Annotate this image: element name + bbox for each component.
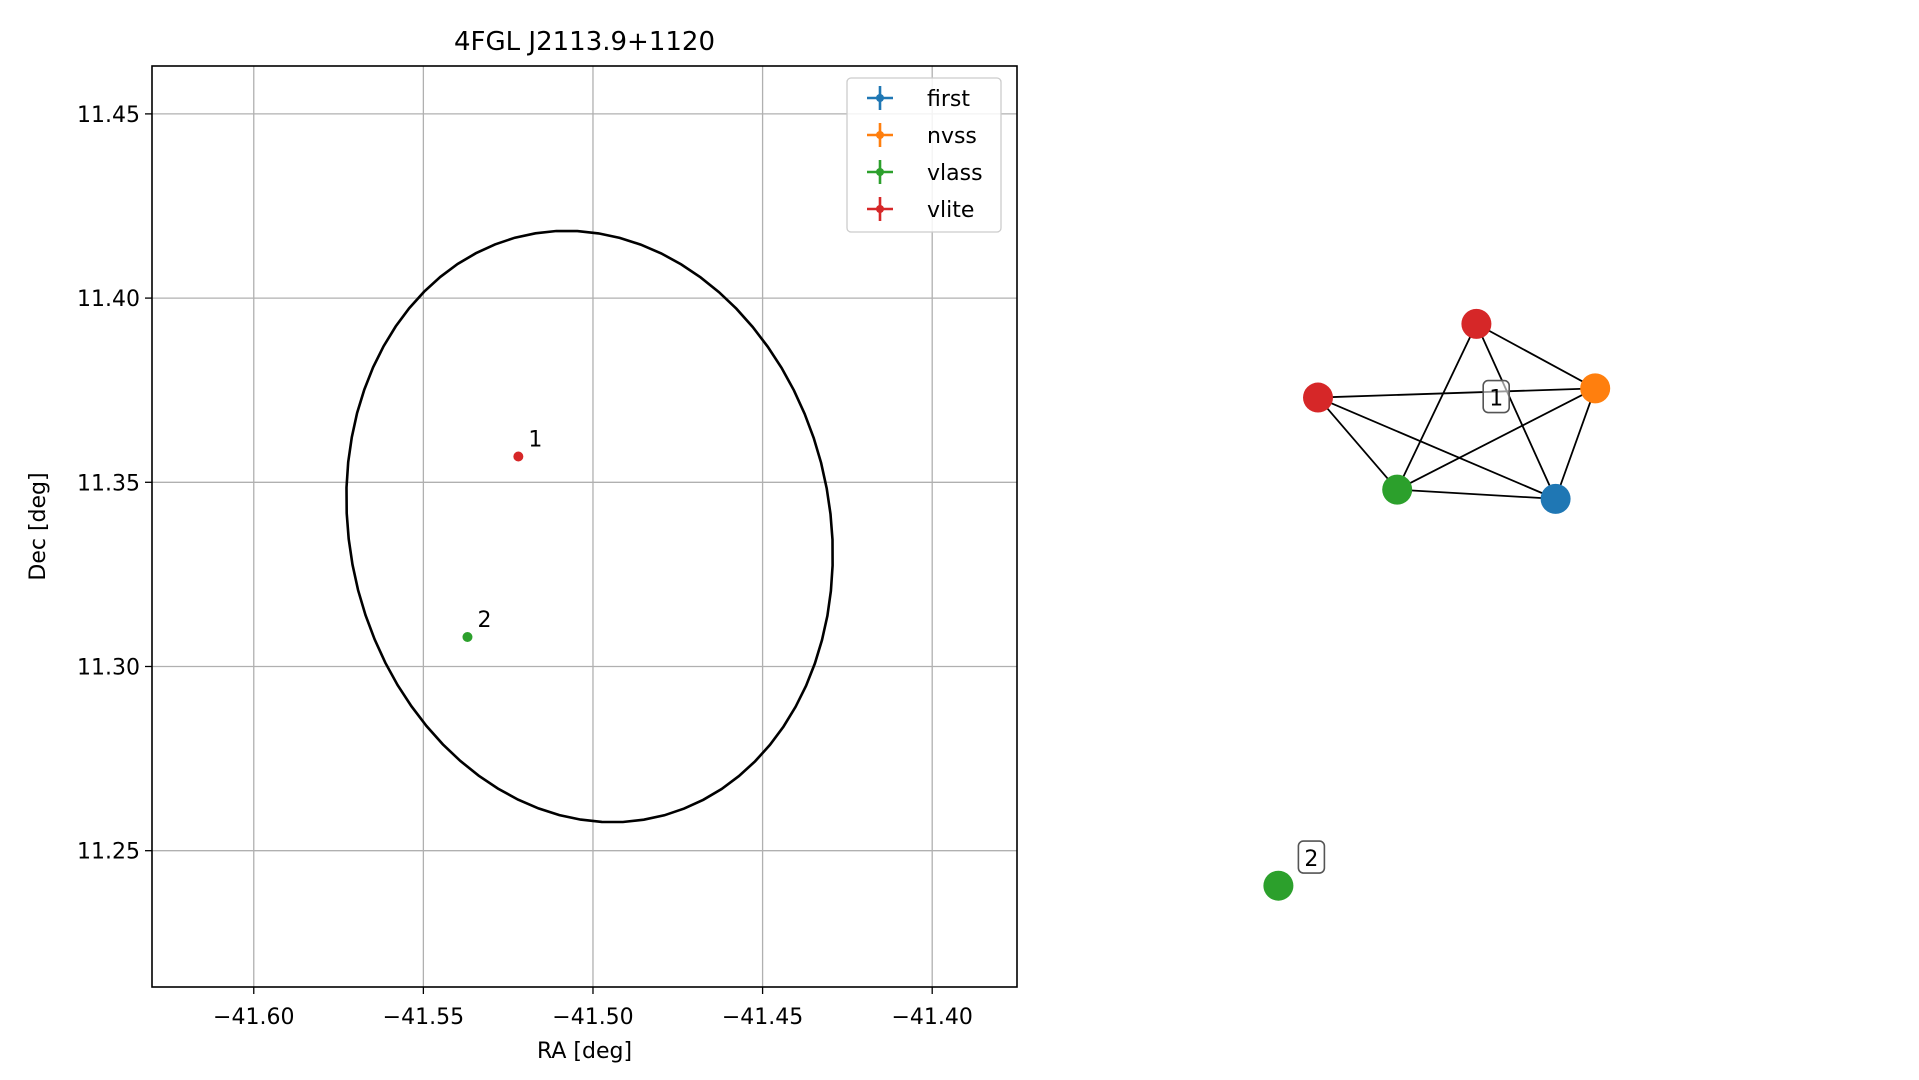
legend-label-first: first — [927, 87, 970, 112]
graph-node-red-top — [1461, 308, 1492, 339]
graph-edges — [1317, 323, 1597, 500]
network-graph-panel: 12 — [1263, 308, 1611, 901]
graph-edge — [1397, 488, 1556, 500]
plot-frame — [151, 65, 1018, 988]
graph-nodes — [1263, 308, 1611, 901]
x-tick-label: −41.60 — [213, 1005, 294, 1030]
sky-map-panel: 4FGL J2113.9+1120 −41.60 −41.55 −41.50 −41.… — [26, 27, 1018, 1064]
legend-box — [846, 77, 1002, 233]
error-ellipse — [345, 229, 834, 824]
graph-node-green-2 — [1263, 870, 1294, 901]
legend-marker-dot — [876, 131, 884, 139]
x-tick-label: −41.45 — [722, 1005, 803, 1030]
graph-edge — [1317, 396, 1398, 491]
y-tick-label: 11.25 — [77, 840, 140, 865]
group-label: 2 — [1304, 847, 1318, 872]
data-point-vlass — [462, 632, 473, 643]
y-tick-label: 11.40 — [77, 287, 140, 312]
group-label: 1 — [1489, 387, 1503, 412]
legend: first nvss vlass vlite — [846, 77, 1002, 233]
graph-group-labels: 12 — [1297, 379, 1510, 874]
y-tick-label: 11.35 — [77, 471, 140, 496]
group-label-box — [1482, 379, 1510, 414]
x-tick-label: −41.40 — [891, 1005, 972, 1030]
y-axis-label: Dec [deg] — [26, 472, 51, 580]
data-point-label: 1 — [528, 428, 542, 453]
legend-marker-dot — [876, 94, 884, 102]
ellipse-layer — [345, 229, 834, 824]
graph-node-green — [1382, 474, 1413, 505]
legend-marker-dot — [876, 168, 884, 176]
data-point-label: 2 — [477, 608, 491, 633]
legend-label-nvss: nvss — [927, 124, 977, 149]
y-tick-label: 11.45 — [77, 103, 140, 128]
graph-edge — [1554, 388, 1597, 500]
graph-edge — [1317, 387, 1596, 399]
chart-title: 4FGL J2113.9+1120 — [454, 27, 715, 57]
graph-node-blue — [1540, 483, 1571, 514]
graph-node-red-left — [1303, 382, 1333, 413]
legend-marker-dot — [876, 205, 884, 213]
legend-label-vlite: vlite — [927, 198, 974, 223]
graph-edge — [1475, 323, 1596, 390]
graph-edge — [1475, 323, 1557, 500]
x-tick-label: −41.55 — [383, 1005, 464, 1030]
graph-edge — [1396, 387, 1596, 491]
y-tick-label: 11.30 — [77, 655, 140, 680]
x-axis-label: RA [deg] — [537, 1039, 632, 1064]
graph-edge — [1317, 396, 1556, 500]
graph-edge — [1396, 323, 1478, 491]
group-label-box — [1297, 840, 1326, 874]
x-axis-ticks: −41.60 −41.55 −41.50 −41.45 −41.40 — [213, 987, 973, 1030]
y-axis-ticks: 11.25 11.30 11.35 11.40 11.45 — [77, 103, 152, 865]
data-point-vlite — [513, 451, 524, 462]
legend-label-vlass: vlass — [927, 161, 983, 186]
points-layer: 21 — [462, 428, 542, 643]
x-tick-label: −41.50 — [552, 1005, 633, 1030]
graph-node-orange — [1580, 373, 1611, 404]
